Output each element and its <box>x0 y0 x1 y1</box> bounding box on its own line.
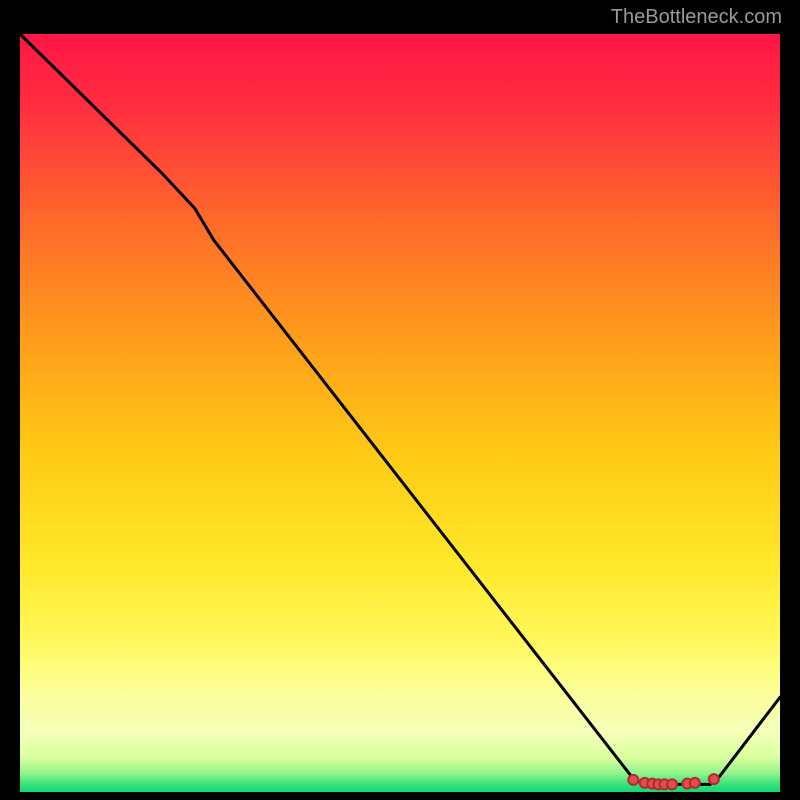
marker-point <box>690 778 700 788</box>
marker-point <box>628 775 638 785</box>
series-markers <box>628 774 719 789</box>
attribution-label: TheBottleneck.com <box>611 6 782 29</box>
marker-point <box>709 774 719 784</box>
marker-point <box>667 779 677 789</box>
series-line <box>20 34 780 784</box>
chart-line-layer <box>20 34 780 792</box>
line-svg <box>20 34 780 792</box>
